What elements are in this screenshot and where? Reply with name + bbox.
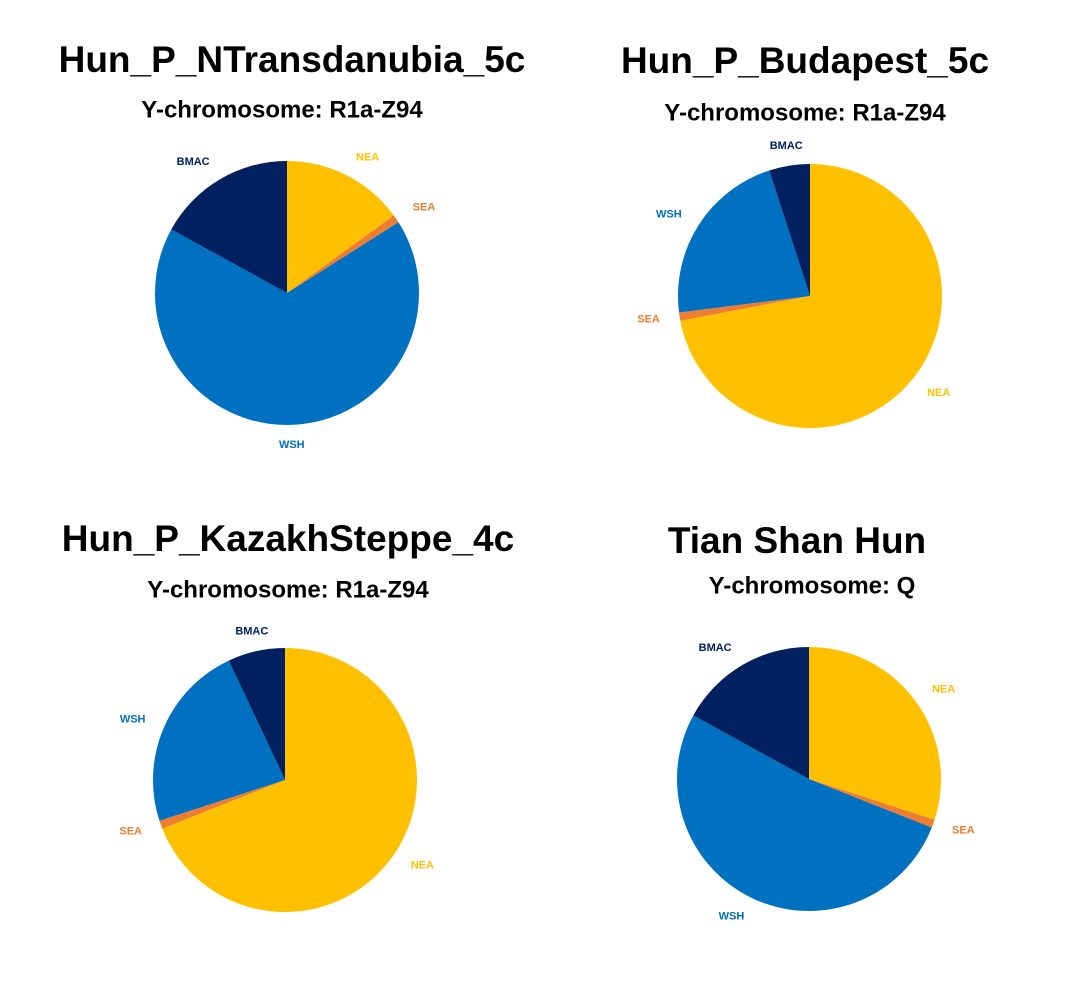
pie-slice [287,161,394,293]
slice-label: WSH [120,714,146,726]
slice-label: BMAC [699,642,732,654]
slice-label: NEA [932,684,955,696]
slice-label: NEA [411,859,434,871]
chart-subtitle: Y-chromosome: R1a-Z94 [664,99,946,126]
pie-slice [769,164,810,296]
chart-subtitle: Y-chromosome: R1a-Z94 [141,96,423,123]
chart-title: Hun_P_Budapest_5c [621,40,989,81]
pie-slice [676,715,932,912]
pie-slice [171,161,287,293]
slice-label: NEA [927,387,950,399]
pie-slice [287,215,399,293]
chart-subtitle: Y-chromosome: Q [709,572,916,599]
slice-label: WSH [656,208,682,220]
pie-slice [809,647,942,820]
slice-label: SEA [413,201,436,213]
chart-subtitle: Y-chromosome: R1a-Z94 [147,576,429,603]
pie-slice [228,648,285,780]
pie-slice [679,296,810,321]
pie-slice [693,647,809,779]
pie-slice [162,648,417,912]
chart-title: Tian Shan Hun [668,520,926,561]
slice-label: WSH [279,439,305,451]
slice-label: SEA [637,314,660,326]
slice-label: SEA [952,824,975,836]
pie-slice [677,170,810,313]
slice-label: BMAC [770,140,803,152]
chart-title: Hun_P_KazakhSteppe_4c [62,518,514,559]
slice-label: SEA [119,825,142,837]
slice-label: WSH [719,910,745,922]
pie-slice [809,779,935,828]
chart-title: Hun_P_NTransdanubia_5c [59,39,526,80]
slice-label: BMAC [235,626,268,638]
pie-slice [153,660,285,821]
pie-slice [159,780,285,829]
pie-slice [155,222,420,425]
pie-slice [680,164,942,429]
slice-label: NEA [356,151,379,163]
slice-label: BMAC [177,156,210,168]
